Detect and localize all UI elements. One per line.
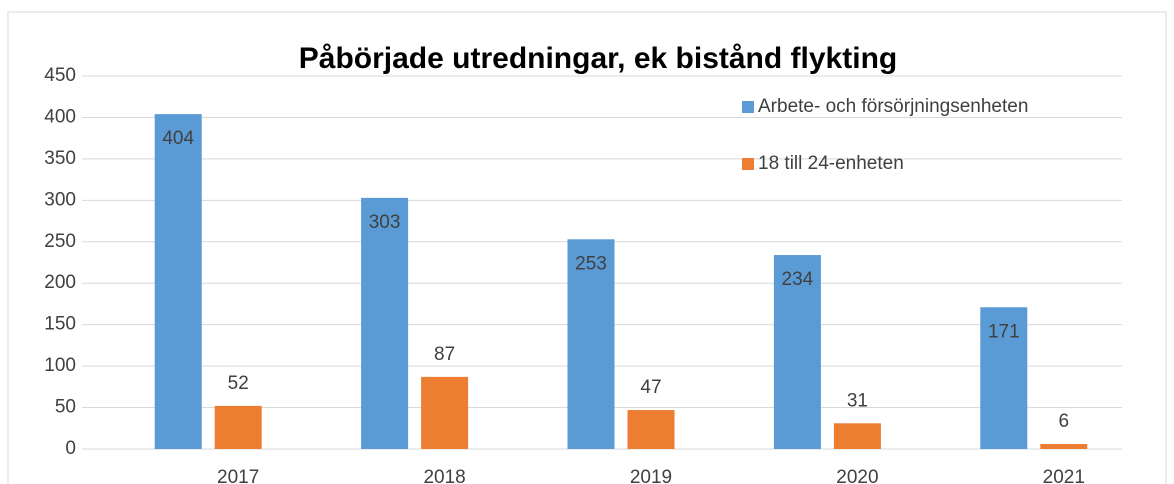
data-label: 47 [640,377,661,398]
y-tick-label: 100 [44,355,76,376]
data-label: 52 [228,373,249,394]
data-label: 171 [988,321,1020,342]
y-tick-label: 150 [44,314,76,335]
y-tick-label: 0 [65,438,76,459]
chart-title: Påbörjade utredningar, ek bistånd flykti… [299,42,897,75]
data-label: 6 [1059,411,1070,432]
y-tick-label: 50 [55,397,76,418]
bar [627,410,675,449]
data-label: 234 [782,269,814,290]
data-label: 303 [369,212,401,233]
data-label: 31 [847,390,868,411]
bar [214,405,262,449]
chart-frame [7,11,1167,484]
data-label: 87 [434,344,455,365]
x-tick-label: 2020 [836,467,878,484]
data-label: 404 [162,128,194,149]
x-tick-label: 2019 [630,467,672,484]
y-tick-label: 250 [44,231,76,252]
y-tick-label: 400 [44,106,76,127]
x-tick-label: 2018 [423,467,465,484]
legend-label: Arbete- och försörjningsenheten [758,96,1028,117]
y-tick-label: 300 [44,189,76,210]
bar [361,197,409,449]
legend-swatch [742,101,754,113]
legend-swatch [742,158,754,170]
bar [421,376,469,449]
bar [567,239,615,449]
bar [773,255,821,449]
data-label: 253 [575,253,607,274]
bar [833,423,881,449]
bar [980,307,1028,449]
y-tick-label: 450 [44,65,76,86]
bar [154,114,202,449]
y-tick-label: 350 [44,148,76,169]
y-tick-label: 200 [44,272,76,293]
x-tick-label: 2021 [1043,467,1085,484]
x-tick-label: 2017 [217,467,259,484]
legend-label: 18 till 24-enheten [758,153,904,174]
bar [1040,444,1088,449]
